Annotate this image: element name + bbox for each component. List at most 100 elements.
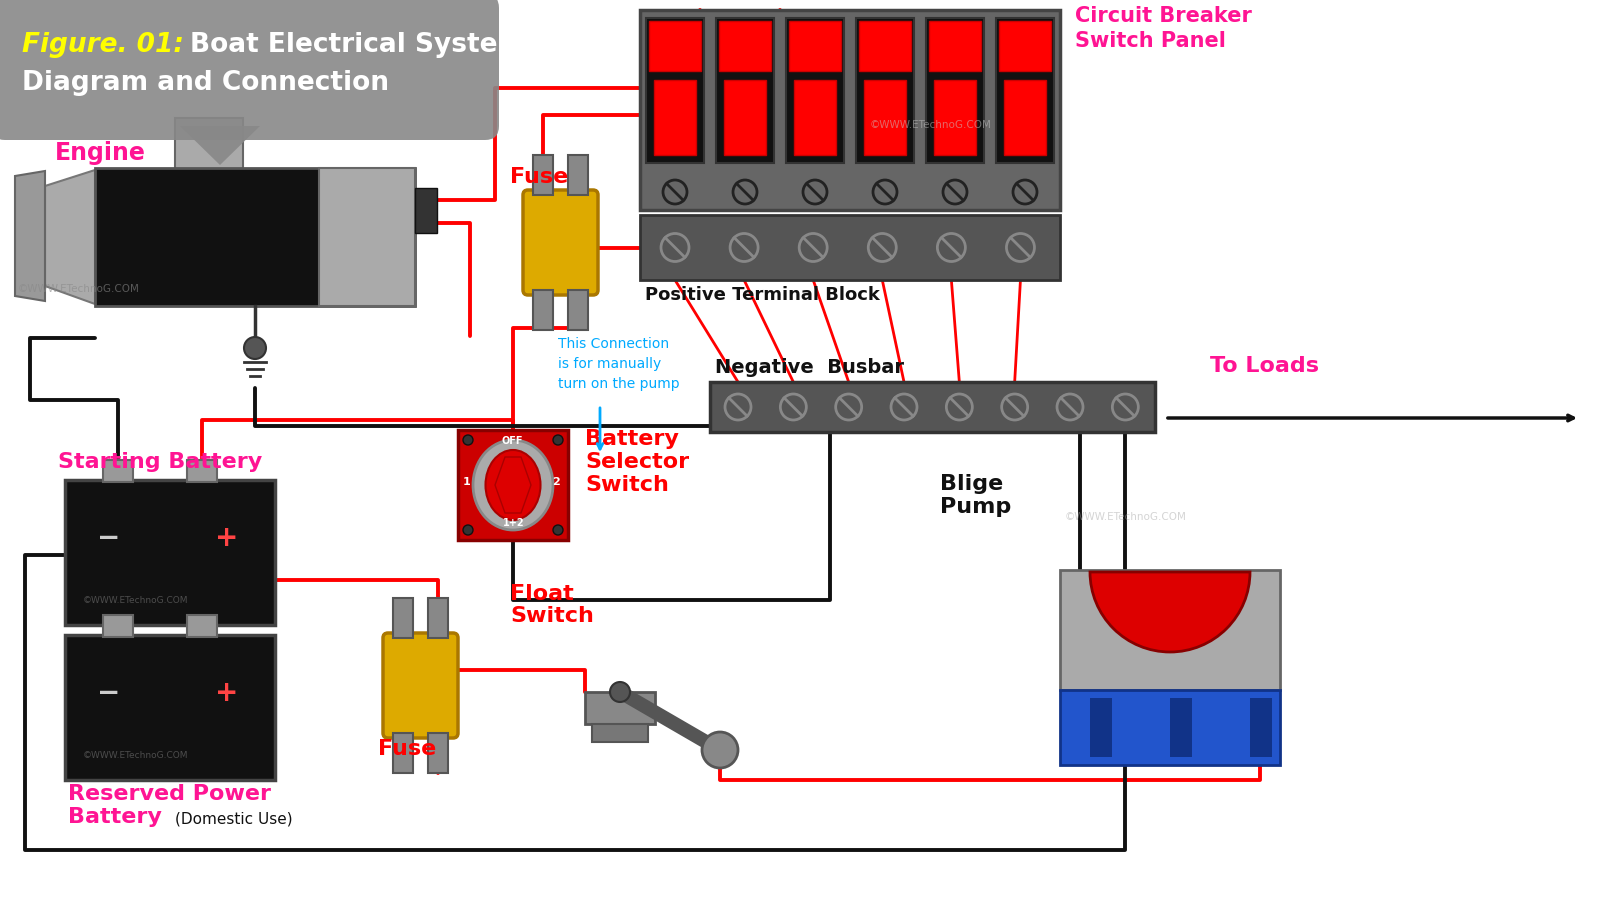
Text: ©WWW.ETechnoG.COM: ©WWW.ETechnoG.COM (1066, 512, 1187, 522)
Text: ©WWW.ETechnoG.COM: ©WWW.ETechnoG.COM (18, 284, 139, 294)
Text: (Domestic Use): (Domestic Use) (174, 811, 293, 826)
Text: Fuse: Fuse (510, 167, 568, 187)
Text: −: − (98, 679, 120, 707)
Bar (859, 21, 910, 71)
Bar (66, 480, 275, 625)
Circle shape (554, 435, 563, 445)
Text: turn on the pump: turn on the pump (558, 377, 680, 391)
Polygon shape (45, 170, 94, 304)
Ellipse shape (474, 440, 554, 530)
FancyBboxPatch shape (382, 633, 458, 738)
Polygon shape (494, 457, 531, 513)
Bar (718, 21, 771, 71)
Text: Fuse: Fuse (378, 739, 437, 759)
Polygon shape (14, 171, 45, 301)
Text: 2: 2 (552, 477, 560, 487)
Bar (650, 21, 701, 71)
Text: This Connection: This Connection (558, 337, 669, 351)
Bar (723, 80, 766, 155)
Text: ©WWW.ETechnoG.COM: ©WWW.ETechnoG.COM (870, 120, 992, 130)
Text: Starting Battery: Starting Battery (58, 452, 262, 472)
Circle shape (702, 732, 738, 768)
Bar (533, 290, 554, 330)
Bar (429, 598, 448, 638)
Bar (568, 155, 589, 195)
Bar (586, 692, 654, 724)
Text: −: − (98, 524, 120, 552)
Circle shape (554, 525, 563, 535)
Text: Reserved Power: Reserved Power (67, 784, 270, 804)
Bar (995, 18, 1054, 163)
Bar (102, 615, 133, 637)
Ellipse shape (485, 450, 541, 520)
Text: Positive Terminal Block: Positive Terminal Block (645, 286, 880, 304)
Bar (1005, 80, 1046, 155)
Bar (1250, 698, 1272, 757)
Text: +: + (214, 524, 238, 552)
Bar (654, 80, 696, 155)
Text: Boat Electrical System Wiring: Boat Electrical System Wiring (190, 32, 632, 58)
Text: 1: 1 (462, 477, 470, 487)
Bar (789, 21, 842, 71)
Bar (717, 18, 774, 163)
Text: Diagram and Connection: Diagram and Connection (22, 70, 389, 96)
Bar (646, 18, 704, 163)
Bar (856, 18, 914, 163)
Text: Battery: Battery (586, 429, 678, 449)
Bar (102, 460, 133, 482)
Text: is for manually: is for manually (558, 357, 661, 371)
Text: Float: Float (510, 584, 574, 604)
Text: +: + (214, 679, 238, 707)
Bar (533, 155, 554, 195)
Bar (568, 290, 589, 330)
Bar (66, 635, 275, 780)
Bar (930, 21, 981, 71)
Circle shape (243, 337, 266, 359)
Bar (640, 10, 1059, 210)
Bar (414, 188, 437, 233)
Polygon shape (179, 126, 259, 165)
Bar (786, 18, 845, 163)
Text: Battery: Battery (67, 807, 162, 827)
Text: Pump: Pump (941, 497, 1011, 517)
Bar (592, 724, 648, 742)
Text: ©WWW.ETechnoG.COM: ©WWW.ETechnoG.COM (83, 596, 189, 605)
Bar (1059, 690, 1280, 765)
Bar (394, 598, 413, 638)
Text: Circuit Breaker: Circuit Breaker (1075, 6, 1251, 26)
Bar (318, 168, 414, 306)
Text: 1+2: 1+2 (502, 518, 525, 528)
Bar (934, 80, 976, 155)
FancyBboxPatch shape (0, 0, 499, 140)
Bar (794, 80, 835, 155)
Bar (174, 118, 243, 172)
Wedge shape (1090, 572, 1250, 652)
Bar (187, 460, 216, 482)
Circle shape (462, 525, 474, 535)
Circle shape (610, 682, 630, 702)
Text: Switch: Switch (586, 475, 669, 495)
Text: Switch Panel: Switch Panel (1075, 31, 1226, 51)
Bar (394, 733, 413, 773)
FancyBboxPatch shape (523, 190, 598, 295)
Text: To Loads: To Loads (1210, 356, 1318, 376)
Bar (640, 215, 1059, 280)
Bar (458, 430, 568, 540)
Text: Engine: Engine (54, 141, 146, 165)
Bar (864, 80, 906, 155)
Bar (926, 18, 984, 163)
Bar (187, 615, 216, 637)
Bar (1170, 698, 1192, 757)
Bar (429, 733, 448, 773)
Text: Selector: Selector (586, 452, 690, 472)
Bar (710, 382, 1155, 432)
Circle shape (462, 435, 474, 445)
Bar (998, 21, 1051, 71)
Bar (1090, 698, 1112, 757)
Bar (1059, 570, 1280, 690)
Text: OFF: OFF (501, 436, 523, 446)
Bar (94, 168, 414, 306)
Text: Switch: Switch (510, 606, 594, 626)
Text: ©WWW.ETechnoG.COM: ©WWW.ETechnoG.COM (83, 751, 189, 760)
Text: Blige: Blige (941, 474, 1003, 494)
